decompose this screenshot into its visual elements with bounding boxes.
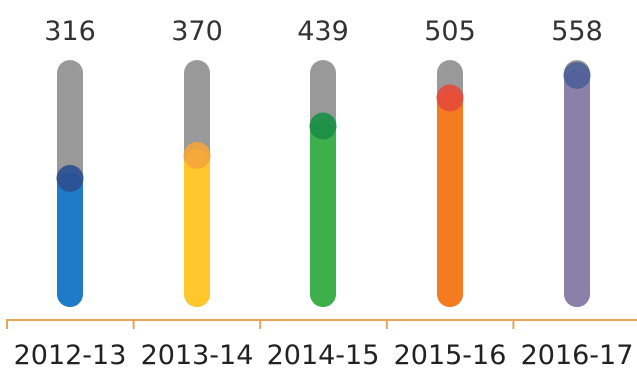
bar-knob-2013-14 (183, 141, 211, 169)
value-label-2015-16: 505 (424, 16, 476, 47)
value-label-2014-15: 439 (297, 16, 349, 47)
value-label-2016-17: 558 (551, 16, 603, 47)
x-axis (6, 319, 637, 329)
x-tick-label-2016-17: 2016-17 (521, 340, 634, 371)
bar-knob-2015-16 (436, 84, 464, 112)
x-tick-label-2015-16: 2015-16 (394, 340, 507, 371)
value-label-2013-14: 370 (171, 16, 223, 47)
bar-2012-13 (57, 172, 83, 307)
bar-knob-2014-15 (309, 112, 337, 140)
bar-knob-2016-17 (563, 61, 591, 89)
bar-2013-14 (184, 149, 210, 307)
bar-2014-15 (310, 120, 336, 307)
bar-2016-17 (564, 69, 590, 308)
value-label-2012-13: 316 (44, 16, 96, 47)
x-tick-label-2012-13: 2012-13 (14, 340, 127, 371)
x-tick-label-2013-14: 2013-14 (141, 340, 254, 371)
x-tick-label-2014-15: 2014-15 (267, 340, 380, 371)
bar-knob-2012-13 (56, 164, 84, 192)
bar-2015-16 (437, 91, 463, 307)
bars-layer (56, 60, 591, 308)
labels-layer: 316 2012-13 370 2013-14 439 2014-15 505 2015-16… (14, 16, 634, 371)
